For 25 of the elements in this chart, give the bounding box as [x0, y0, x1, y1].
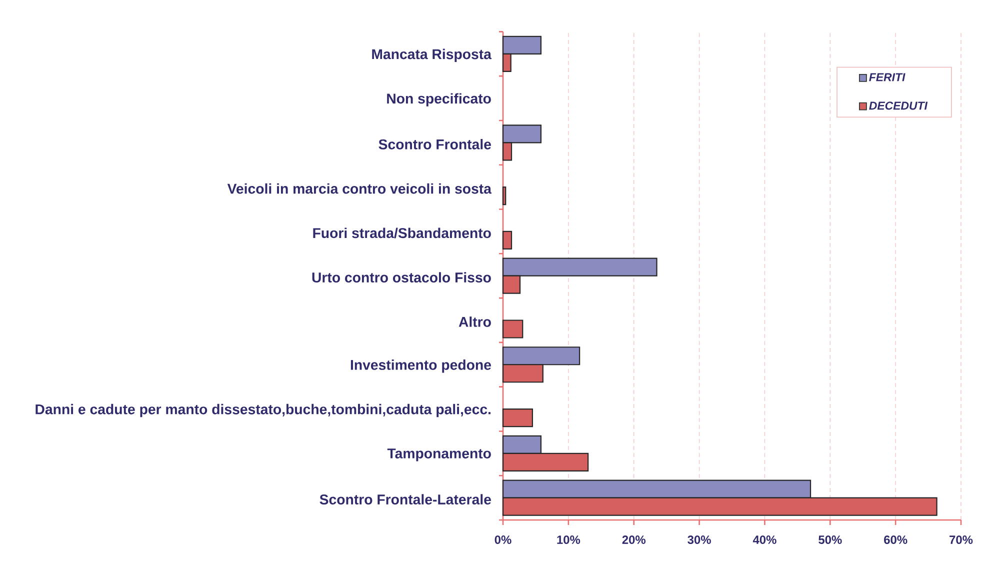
x-tick-label: 50%	[818, 536, 842, 544]
legend-label: DECEDUTI	[869, 102, 928, 110]
y-tick-label: Fuori strada/Sbandamento	[313, 228, 491, 238]
bar	[502, 408, 533, 428]
y-tick-label: Investimento pedone	[350, 360, 491, 373]
y-tick-label: Tamponamento	[387, 448, 491, 462]
y-tick-label: Scontro Frontale-Laterale	[320, 494, 491, 504]
y-tick-label: Urto contro ostacolo Fisso	[312, 272, 491, 283]
y-tick-label: Danni e cadute per manto dissestato,buche,tombini,caduta pali,ecc.	[36, 404, 491, 418]
y-tick-label: Altro	[458, 316, 491, 327]
x-tick-label: 70%	[950, 536, 973, 544]
bar	[502, 320, 524, 338]
legend-label: FERITI	[869, 73, 906, 82]
y-tick-label: Non specificato	[387, 93, 491, 106]
x-tick-label: 60%	[884, 536, 908, 544]
x-tick-label: 0%	[494, 536, 512, 544]
y-tick-label: Veicoli in marcia contro veicoli in sosta	[227, 183, 492, 194]
x-tick-label: 10%	[557, 536, 580, 544]
x-tick-label: 30%	[688, 536, 711, 544]
y-tick-label: Scontro Frontale	[378, 138, 491, 150]
y-tick-label: Mancata Risposta	[372, 48, 492, 62]
x-tick-label: 20%	[622, 536, 646, 544]
x-tick-label: 40%	[752, 536, 776, 544]
bar	[502, 230, 512, 250]
bar	[502, 186, 506, 206]
